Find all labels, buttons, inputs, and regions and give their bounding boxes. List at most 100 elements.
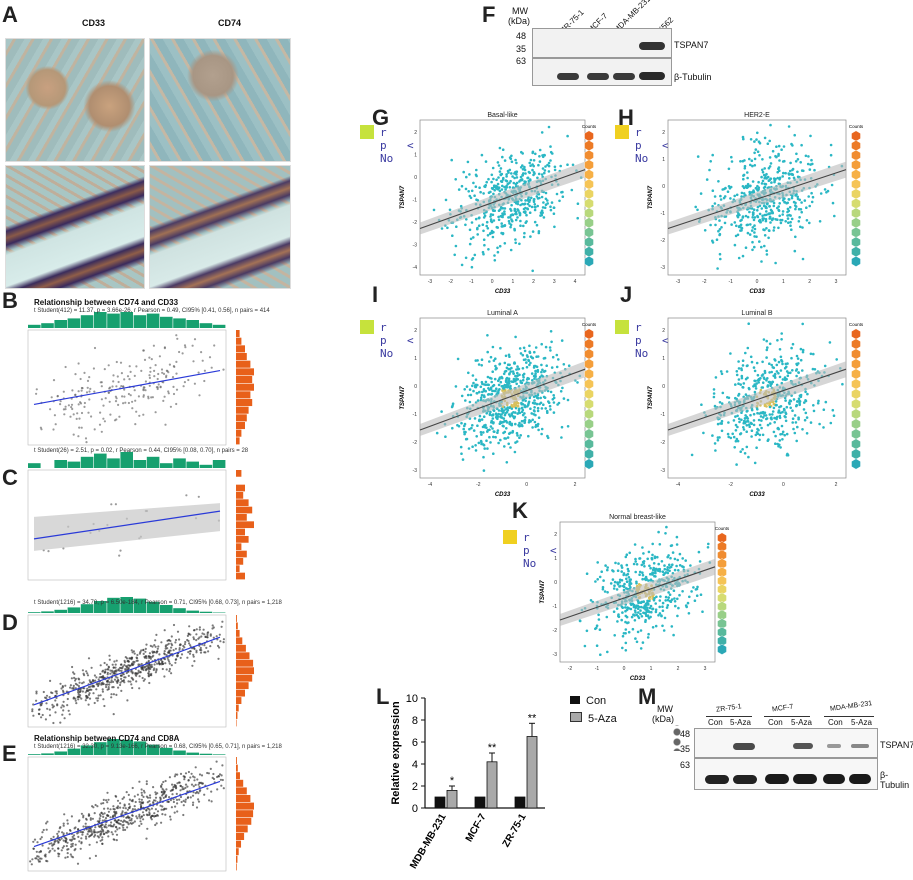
panel-k-point [659, 612, 662, 615]
panel-k-point [611, 569, 614, 572]
panel-l-significance: * [450, 775, 455, 787]
panel-k-point [654, 572, 657, 575]
panel-k-point [647, 603, 650, 606]
panel-k-point [666, 556, 669, 559]
panel-m-tubulin-band-1 [705, 775, 729, 784]
panel-k-point [606, 566, 609, 569]
panel-k-point [676, 543, 679, 546]
panel-m-group-line-3 [824, 716, 874, 717]
panel-k-point [624, 632, 627, 635]
panel-k-point [614, 562, 617, 565]
panel-k-legend-hex [718, 644, 727, 654]
panel-k-point [651, 557, 654, 560]
panel-l-bar-5aza-0 [447, 790, 457, 808]
panel-k-point [641, 601, 644, 604]
panel-k-point [681, 590, 684, 593]
panel-k-point [634, 637, 637, 640]
panel-k-point [660, 614, 663, 617]
panel-k-point [648, 600, 651, 603]
panel-k-point [586, 630, 589, 633]
panel-k-point [647, 579, 650, 582]
panel-k-point [684, 559, 687, 562]
panel-k-point [634, 560, 637, 563]
panel-k-point [641, 571, 644, 574]
panel-k-point [648, 565, 651, 568]
panel-k-point [649, 567, 652, 570]
panel-k-point [647, 633, 650, 636]
panel-l-bar-5aza-1 [487, 762, 497, 808]
panel-k-point [623, 583, 626, 586]
panel-m-protein-tspan7: TSPAN7 [880, 740, 913, 750]
panel-m-cond-2: 5-Aza [730, 718, 751, 727]
panel-k-point [622, 635, 625, 638]
panel-l-ytick-label: 4 [412, 759, 418, 771]
panel-k-point [666, 568, 669, 571]
panel-k-point [629, 579, 632, 582]
panel-k-point [597, 614, 600, 617]
panel-k-point [688, 596, 691, 599]
panel-k-point [633, 614, 636, 617]
panel-k-point [599, 576, 602, 579]
panel-k-point [594, 580, 597, 583]
panel-k-point [617, 583, 620, 586]
panel-k-point [628, 576, 631, 579]
panel-k-point [685, 606, 688, 609]
panel-k-ytick: 0 [554, 580, 557, 586]
panel-k-point [642, 552, 645, 555]
panel-k-point [652, 568, 655, 571]
panel-k-point [626, 580, 629, 583]
panel-k-point [661, 560, 664, 563]
panel-l-significance: ** [488, 742, 497, 754]
panel-m-protein-tubulin: β-Tubulin [880, 770, 913, 790]
panel-k-point [674, 569, 677, 572]
panel-k-point [665, 596, 668, 599]
panel-m-tubulin-band-6 [849, 774, 871, 784]
panel-k-point [676, 598, 679, 601]
panel-k-point [667, 599, 670, 602]
panel-k-point [655, 611, 658, 614]
panel-k-ytick: -1 [553, 604, 558, 610]
panel-k-point [620, 570, 623, 573]
panel-k-point [654, 555, 657, 558]
panel-m-tspan7-blot [694, 728, 878, 758]
panel-k-point [617, 615, 620, 618]
panel-k-xlabel: CD33 [630, 676, 646, 682]
panel-k-point [671, 625, 674, 628]
panel-k-point [604, 590, 607, 593]
panel-m-marker-63: 63 [680, 760, 690, 770]
panel-k-point [598, 618, 601, 621]
panel-k-point [655, 596, 658, 599]
panel-m-cond-4: 5-Aza [791, 718, 812, 727]
panel-k-point [674, 558, 677, 561]
panel-k-point [621, 611, 624, 614]
panel-k-point [646, 558, 649, 561]
panel-k-point [676, 559, 679, 562]
panel-k-point [617, 562, 620, 565]
panel-k-point [624, 610, 627, 613]
panel-k-point [596, 644, 599, 647]
panel-k-point [626, 564, 629, 567]
panel-l-bar-con-0 [435, 797, 445, 808]
panel-l-category-label: MCF-7 [464, 812, 489, 844]
panel-k-point [676, 536, 679, 539]
panel-k-point [699, 560, 702, 563]
panel-k-point [664, 532, 667, 535]
panel-k-point [659, 599, 662, 602]
panel-k-point [645, 579, 648, 582]
panel-k-ytick: -3 [553, 652, 558, 658]
panel-k-point [653, 575, 656, 578]
panel-k-point [623, 572, 626, 575]
panel-k-point [625, 587, 628, 590]
panel-k-point [604, 564, 607, 567]
panel-k-point [663, 629, 666, 632]
panel-k-point [637, 611, 640, 614]
panel-k-point [634, 558, 637, 561]
panel-k-point [616, 607, 619, 610]
panel-k-ylabel: TSPAN7 [540, 580, 546, 604]
panel-k-point [596, 578, 599, 581]
panel-l-bar-con-2 [515, 797, 525, 808]
panel-k-point [641, 578, 644, 581]
panel-l-ytick-label: 10 [406, 693, 418, 705]
panel-m-tubulin-band-5 [823, 774, 845, 784]
panel-k-point [602, 579, 605, 582]
